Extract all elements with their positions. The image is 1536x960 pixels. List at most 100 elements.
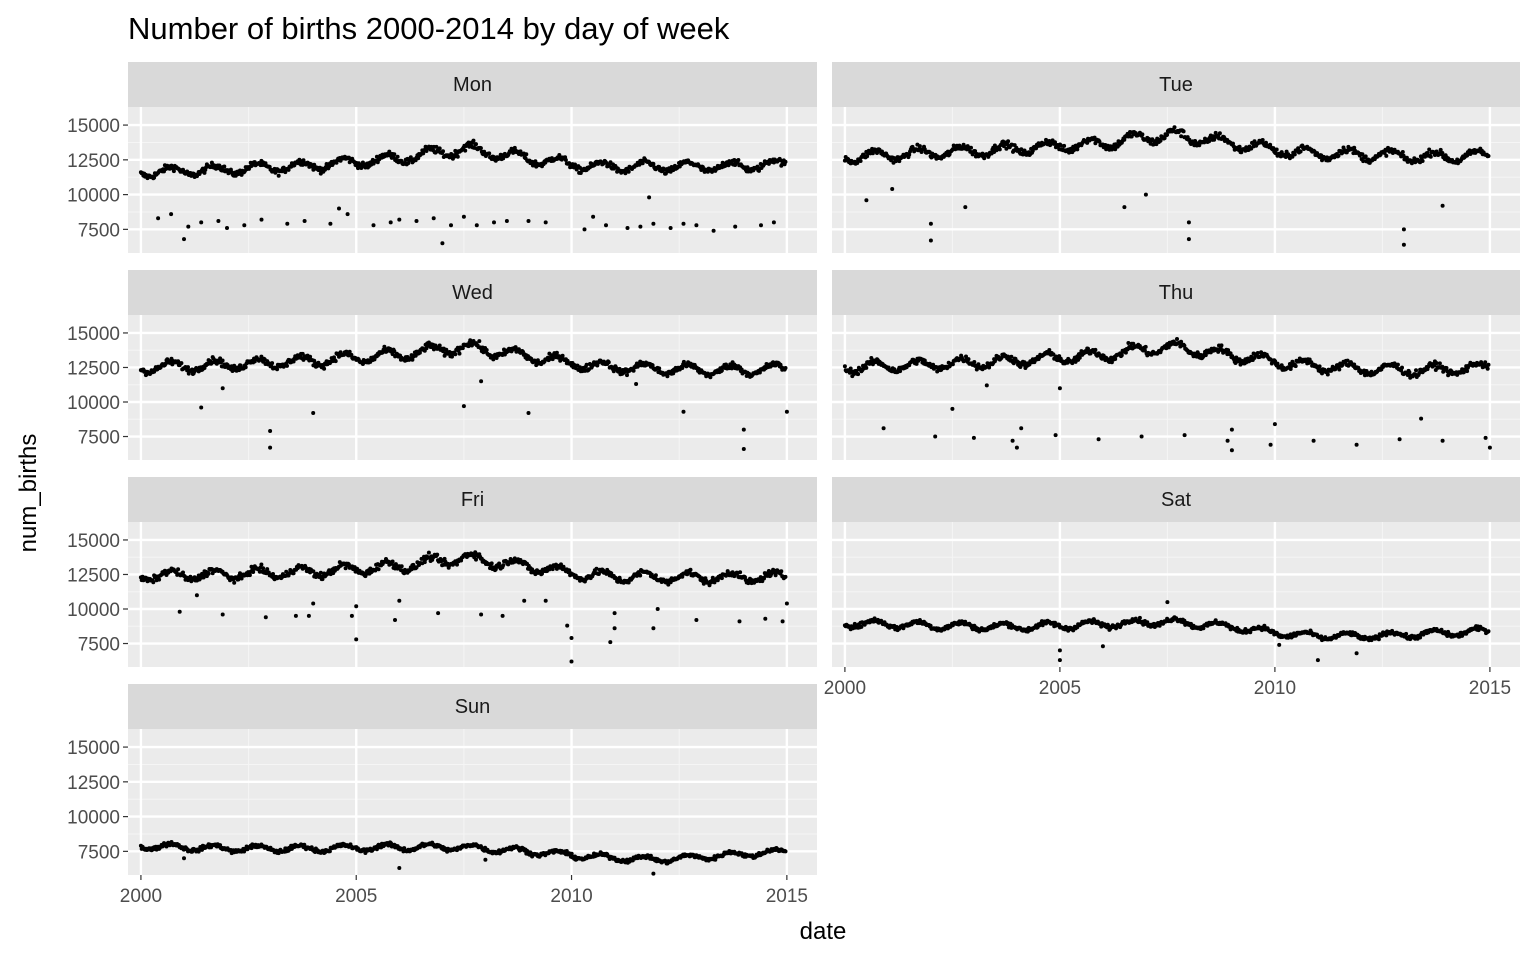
data-point-outlier — [1053, 433, 1058, 438]
data-point-outlier — [780, 619, 785, 624]
data-point — [922, 147, 927, 152]
y-tick-label: 12500 — [67, 151, 120, 172]
data-point — [1437, 361, 1442, 366]
data-point — [441, 149, 445, 154]
data-point — [434, 144, 439, 149]
facet-strip — [832, 62, 1520, 107]
data-point — [1361, 159, 1366, 164]
data-point — [1400, 365, 1404, 370]
data-point-outlier — [771, 220, 776, 225]
data-point — [426, 550, 431, 555]
data-point — [176, 567, 181, 572]
data-point-outlier — [1122, 205, 1127, 210]
y-tick-label: 10000 — [67, 808, 120, 829]
data-point-outlier — [526, 219, 531, 223]
facet-strip-label: Sun — [455, 696, 491, 718]
data-point — [1486, 362, 1491, 367]
data-point-outlier — [1096, 437, 1101, 442]
data-point-outlier — [1483, 435, 1488, 440]
data-point — [157, 577, 162, 582]
data-point — [206, 571, 211, 576]
data-point — [1058, 143, 1063, 148]
data-point-outlier — [293, 613, 298, 618]
data-point — [1001, 144, 1006, 149]
data-point-outlier — [651, 221, 656, 226]
data-point — [1404, 631, 1409, 636]
data-point — [1440, 151, 1445, 155]
data-point — [390, 559, 395, 564]
data-point — [435, 552, 440, 557]
data-point-outlier — [1401, 242, 1406, 247]
data-point-outlier — [306, 613, 311, 618]
data-point — [318, 570, 323, 575]
x-tick-label: 2010 — [1254, 678, 1296, 699]
data-point-outlier — [1143, 192, 1148, 197]
data-point-outlier — [1272, 422, 1277, 427]
data-point — [1122, 137, 1127, 142]
data-point — [222, 164, 227, 169]
y-tick-label: 7500 — [78, 220, 120, 241]
data-point-outlier — [655, 607, 660, 611]
data-point — [524, 152, 529, 157]
data-point-outlier — [186, 224, 191, 229]
data-point — [997, 147, 1002, 152]
data-point-outlier — [638, 224, 643, 229]
data-point — [783, 574, 788, 579]
data-point — [653, 573, 658, 578]
data-point — [1296, 146, 1301, 151]
data-point-outlier — [681, 221, 686, 226]
data-point — [779, 569, 784, 574]
data-point — [1165, 132, 1170, 137]
data-point-outlier — [354, 637, 359, 642]
data-point-outlier — [1315, 658, 1320, 663]
data-point-outlier — [263, 615, 268, 620]
facet-panel-thu: Thu — [832, 270, 1520, 460]
data-point-outlier — [479, 612, 484, 617]
data-point-outlier — [169, 212, 174, 217]
x-tick-label: 2005 — [1039, 678, 1081, 699]
data-point-outlier — [759, 223, 763, 228]
data-point — [783, 366, 788, 370]
chart-title: Number of births 2000-2014 by day of wee… — [128, 11, 730, 46]
data-point — [406, 161, 411, 166]
data-point — [1143, 344, 1148, 349]
data-point-outlier — [492, 220, 496, 225]
data-point — [484, 348, 489, 352]
data-point-outlier — [388, 220, 393, 225]
data-point-outlier — [500, 613, 505, 618]
data-point — [220, 358, 225, 363]
data-point — [875, 151, 879, 155]
data-point — [1363, 154, 1368, 159]
data-point-outlier — [971, 435, 976, 440]
data-point — [477, 339, 482, 344]
data-point — [275, 367, 280, 372]
data-point — [265, 567, 270, 572]
data-point-outlier — [436, 611, 441, 616]
data-point — [1414, 368, 1418, 373]
data-point-outlier — [285, 221, 290, 226]
data-point — [501, 563, 506, 568]
points-mon — [138, 138, 788, 246]
data-point-outlier — [612, 611, 617, 616]
data-point — [858, 159, 863, 163]
data-point — [276, 173, 281, 178]
data-point-outlier — [177, 609, 182, 614]
data-point — [179, 361, 184, 366]
y-tick-label: 7500 — [78, 842, 120, 863]
data-point — [688, 567, 693, 572]
data-point-outlier — [225, 226, 229, 230]
data-point — [1093, 347, 1098, 352]
data-point — [1140, 132, 1145, 137]
data-point — [1062, 143, 1067, 148]
data-point — [1485, 366, 1490, 371]
data-point — [1193, 139, 1198, 143]
data-point — [1030, 148, 1035, 153]
data-point — [259, 562, 264, 567]
data-point — [584, 362, 589, 367]
data-point-outlier — [950, 406, 955, 411]
panel-background — [128, 315, 817, 460]
data-point — [969, 145, 973, 150]
data-point — [1175, 337, 1179, 341]
data-point — [452, 154, 457, 159]
